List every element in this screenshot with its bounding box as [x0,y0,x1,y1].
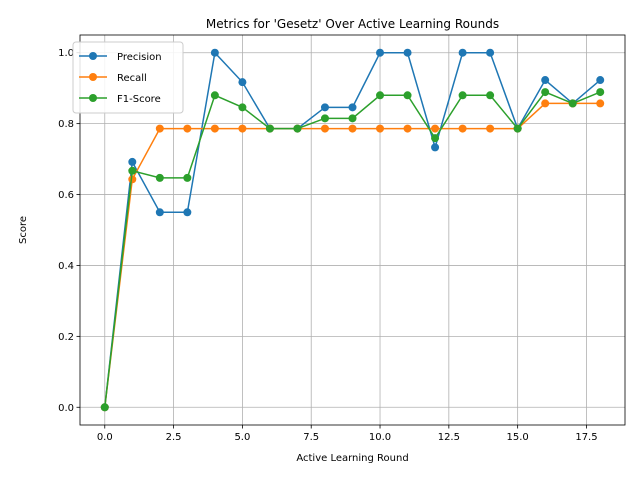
data-point-f1-score [568,99,577,108]
y-tick-label: 1.0 [58,48,74,59]
data-point-precision [541,76,550,85]
data-point-recall [596,99,605,108]
x-tick-label: 12.5 [438,432,460,443]
data-point-precision [486,48,495,57]
data-point-precision [376,48,385,57]
x-tick-label: 5.0 [234,432,250,443]
data-point-f1-score [128,166,137,175]
data-point-f1-score [458,91,467,100]
x-tick-label: 17.5 [575,432,597,443]
x-tick-label: 2.5 [166,432,182,443]
data-point-recall [486,124,495,133]
y-tick-label: 0.6 [58,190,74,201]
legend-box [72,41,184,114]
data-point-f1-score [513,124,522,133]
data-point-f1-score [403,91,412,100]
data-point-precision [348,103,357,112]
legend-swatch-marker [89,52,97,60]
plot-area-frame [79,34,626,426]
series-lines [100,48,605,412]
data-point-recall [183,124,192,133]
x-tick-label: 10.0 [369,432,391,443]
data-point-f1-score [541,88,550,97]
data-point-f1-score [348,114,357,123]
data-point-precision [320,103,329,112]
legend: Precision Recall F1-Score [72,41,184,114]
data-point-precision [403,48,412,57]
data-point-f1-score [100,403,109,412]
x-tick-label: 7.5 [303,432,319,443]
data-point-precision [155,208,164,217]
data-point-f1-score [210,91,219,100]
data-point-precision [183,208,192,217]
data-point-f1-score [293,124,302,133]
data-point-recall [210,124,219,133]
data-point-f1-score [596,88,605,97]
legend-label: Recall [117,73,147,84]
y-tick-label: 0.0 [58,403,74,414]
legend-label: F1-Score [117,94,161,105]
data-point-f1-score [376,91,385,100]
legend-item-f1-score: F1-Score [79,94,161,105]
y-tick-label: 0.2 [58,332,74,343]
data-point-recall [458,124,467,133]
x-tick-label: 0.0 [97,432,113,443]
data-point-recall [348,124,357,133]
data-point-f1-score [238,103,247,112]
data-point-precision [210,48,219,57]
data-point-recall [128,175,137,184]
data-point-precision [128,157,137,166]
data-point-f1-score [155,173,164,182]
data-point-f1-score [486,91,495,100]
legend-label: Precision [117,52,162,63]
data-point-precision [238,78,247,87]
data-point-recall [376,124,385,133]
data-point-recall [238,124,247,133]
chart-title: Metrics for 'Gesetz' Over Active Learnin… [206,17,499,31]
data-point-f1-score [183,173,192,182]
legend-swatch-marker [89,73,97,81]
y-axis-label: Score [18,216,29,244]
x-tick-label: 15.0 [507,432,529,443]
data-point-recall [541,99,550,108]
series-f1-score [100,88,605,412]
data-point-precision [458,48,467,57]
data-point-recall [403,124,412,133]
x-axis-label: Active Learning Round [296,453,408,464]
data-point-recall [155,124,164,133]
grid-lines [80,35,625,425]
data-point-f1-score [431,134,440,143]
y-tick-label: 0.8 [58,119,74,130]
data-point-f1-score [265,124,274,133]
data-point-precision [431,143,440,152]
legend-item-precision: Precision [79,52,162,63]
legend-swatch-marker [89,94,97,102]
y-tick-label: 0.4 [58,261,74,272]
data-point-f1-score [320,114,329,123]
data-point-recall [431,124,440,133]
legend-item-recall: Recall [79,73,147,84]
axis-ticks: 0.0 2.5 5.0 7.5 10.0 12.5 15.0 17.5 0.0 0.2 0.4 0.6… [58,48,598,443]
data-point-precision [596,76,605,85]
data-point-recall [320,124,329,133]
